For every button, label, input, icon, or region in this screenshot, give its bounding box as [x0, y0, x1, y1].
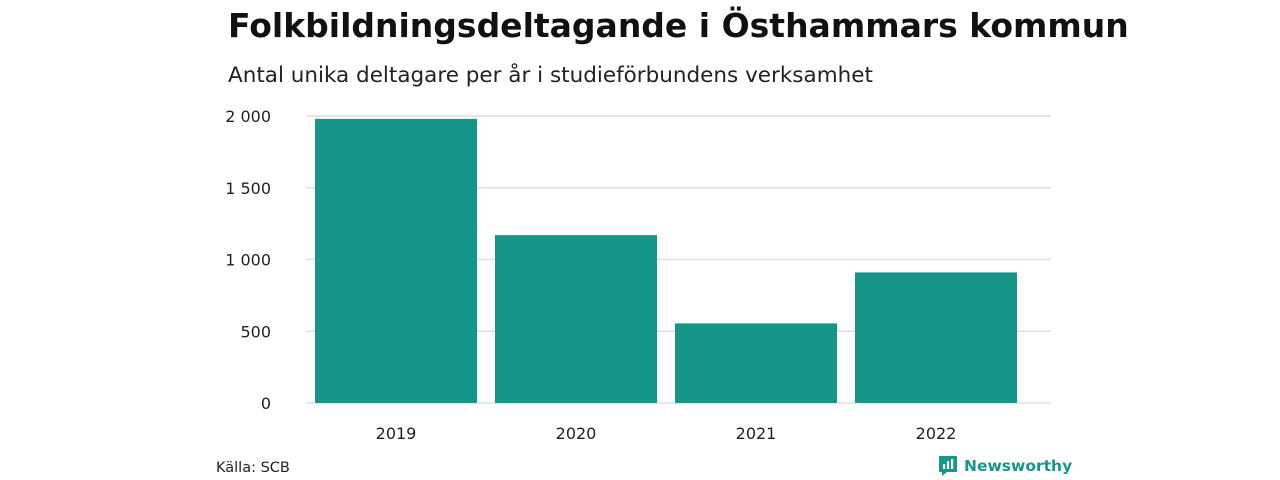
chart-title: Folkbildningsdeltagande i Östhammars kom… — [228, 6, 1129, 45]
y-tick-label: 1 500 — [225, 179, 271, 198]
chart-subtitle: Antal unika deltagare per år i studieför… — [228, 63, 873, 88]
brand-logo: Newsworthy — [938, 455, 1072, 477]
newsworthy-logo-icon — [939, 456, 957, 476]
bars — [315, 118, 1017, 404]
y-tick-label: 1 000 — [225, 251, 271, 270]
brand-name: Newsworthy — [964, 457, 1073, 475]
y-tick-label: 0 — [261, 394, 271, 413]
x-axis-ticks: 2019 2020 2021 2022 — [376, 424, 957, 443]
x-tick-label: 2020 — [556, 424, 597, 443]
y-tick-label: 2 000 — [225, 107, 271, 126]
bar-2021 — [675, 323, 837, 403]
bar-2019 — [315, 118, 477, 404]
x-tick-label: 2022 — [916, 424, 957, 443]
source-note: Källa: SCB — [216, 456, 290, 480]
x-tick-label: 2019 — [376, 424, 417, 443]
bar-2022 — [855, 272, 1017, 403]
bar-2020 — [495, 235, 657, 403]
source-label: Källa: SCB — [216, 460, 290, 476]
y-axis-ticks: 0 500 1 000 1 500 2 000 — [225, 107, 271, 413]
x-tick-label: 2021 — [736, 424, 777, 443]
y-tick-label: 500 — [240, 322, 271, 341]
